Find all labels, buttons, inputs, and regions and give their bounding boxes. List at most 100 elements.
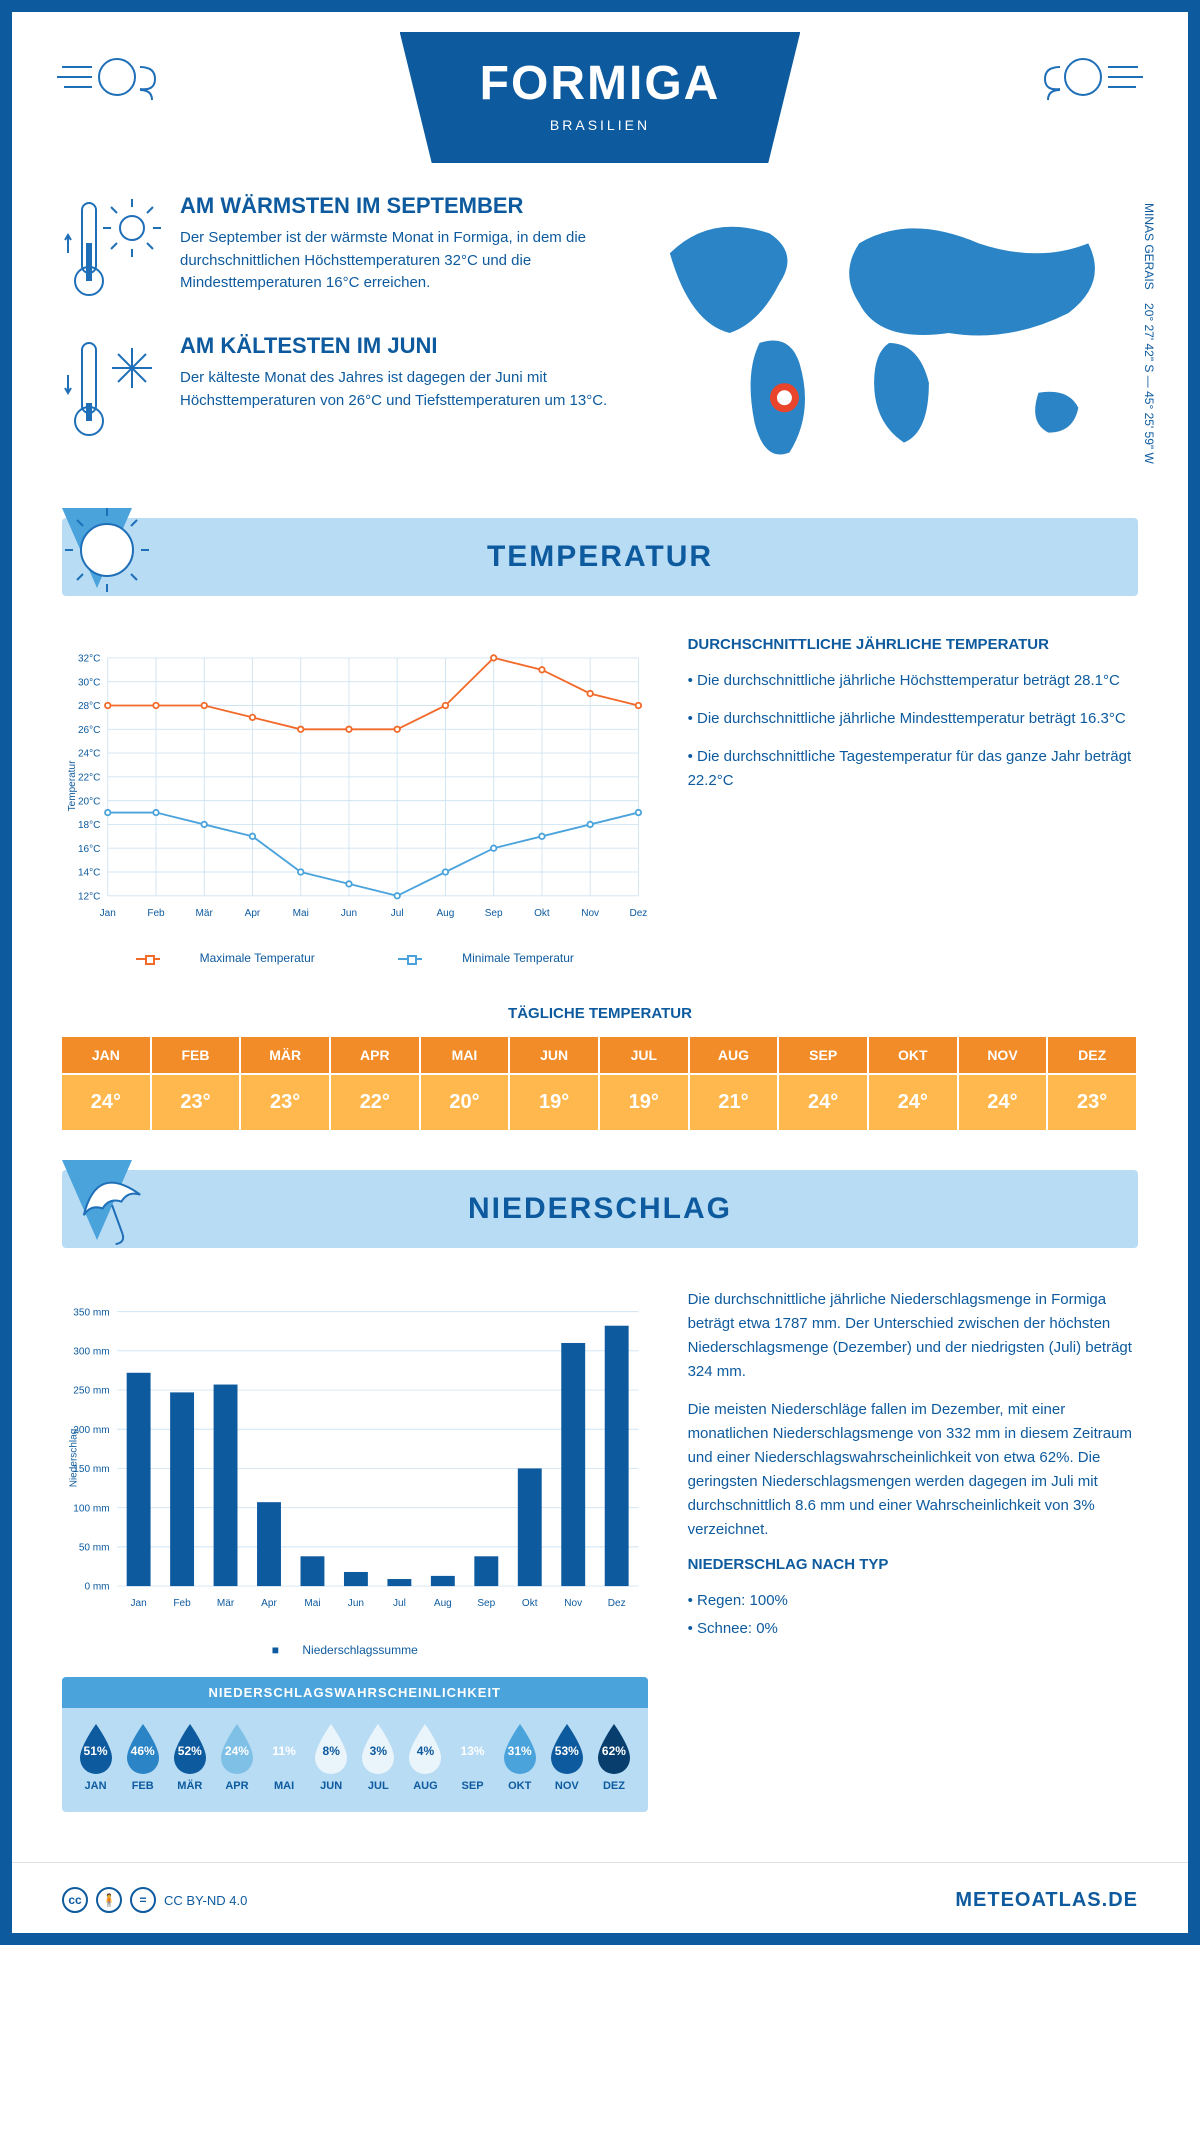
coldest-fact: AM KÄLTESTEN IM JUNI Der kälteste Monat … — [62, 333, 610, 443]
temperature-info: DURCHSCHNITTLICHE JÄHRLICHE TEMPERATUR •… — [688, 636, 1138, 965]
temp-table-cell: 22° — [331, 1073, 421, 1130]
precip-type-title: NIEDERSCHLAG NACH TYP — [688, 1556, 1138, 1573]
precipitation-chart-row: 0 mm50 mm100 mm150 mm200 mm250 mm300 mm3… — [12, 1248, 1188, 1832]
temp-table-cell: 24° — [62, 1073, 152, 1130]
svg-text:14°C: 14°C — [78, 868, 100, 879]
svg-text:30°C: 30°C — [78, 677, 100, 688]
probability-drop: 24%APR — [213, 1722, 260, 1792]
temp-table-header: DEZ — [1048, 1037, 1138, 1073]
header: FORMIGA BRASILIEN — [12, 12, 1188, 163]
temp-table-cell: 24° — [869, 1073, 959, 1130]
temp-table-header: SEP — [779, 1037, 869, 1073]
svg-text:Mär: Mär — [217, 1598, 235, 1609]
nd-icon: = — [130, 1887, 156, 1913]
svg-text:300 mm: 300 mm — [73, 1346, 109, 1357]
svg-text:Jul: Jul — [393, 1598, 406, 1609]
temp-table-header: MAI — [421, 1037, 511, 1073]
svg-text:Temperatur: Temperatur — [67, 760, 78, 811]
svg-text:100 mm: 100 mm — [73, 1503, 109, 1514]
probability-drop: 52%MÄR — [166, 1722, 213, 1792]
temp-bullet-1: • Die durchschnittliche jährliche Höchst… — [688, 669, 1138, 693]
temp-table-header: MÄR — [241, 1037, 331, 1073]
svg-text:Okt: Okt — [522, 1598, 538, 1609]
license-text: CC BY-ND 4.0 — [164, 1893, 247, 1908]
svg-text:Niederschlag: Niederschlag — [69, 1429, 80, 1488]
temperature-legend: Maximale Temperatur Minimale Temperatur — [62, 951, 648, 965]
precip-para-1: Die durchschnittliche jährliche Niedersc… — [688, 1288, 1138, 1384]
svg-text:Dez: Dez — [629, 908, 647, 919]
svg-text:16°C: 16°C — [78, 844, 100, 855]
probability-drop: 62%DEZ — [590, 1722, 637, 1792]
temp-bullet-2: • Die durchschnittliche jährliche Mindes… — [688, 707, 1138, 731]
svg-text:Jun: Jun — [341, 908, 357, 919]
probability-drops: 51%JAN46%FEB52%MÄR24%APR11%MAI8%JUN3%JUL… — [62, 1708, 648, 1798]
temp-table-cell: 23° — [1048, 1073, 1138, 1130]
probability-drop: 8%JUN — [308, 1722, 355, 1792]
svg-text:Aug: Aug — [436, 908, 454, 919]
svg-text:18°C: 18°C — [78, 820, 100, 831]
svg-text:Mär: Mär — [196, 908, 214, 919]
temp-table-cell: 24° — [959, 1073, 1049, 1130]
precip-para-2: Die meisten Niederschläge fallen im Deze… — [688, 1398, 1138, 1542]
temp-table-cell: 23° — [241, 1073, 331, 1130]
license: cc 🧍 = CC BY-ND 4.0 — [62, 1887, 247, 1913]
precipitation-legend: ■ Niederschlagssumme — [62, 1643, 648, 1657]
svg-text:Sep: Sep — [477, 1598, 495, 1609]
daily-temp-table: JANFEBMÄRAPRMAIJUNJULAUGSEPOKTNOVDEZ24°2… — [62, 1036, 1138, 1130]
probability-drop: 46%FEB — [119, 1722, 166, 1792]
page-title: FORMIGA — [480, 56, 721, 111]
precip-type-snow: • Schnee: 0% — [688, 1617, 1138, 1641]
svg-text:20°C: 20°C — [78, 796, 100, 807]
svg-text:Jun: Jun — [348, 1598, 364, 1609]
coldest-title: AM KÄLTESTEN IM JUNI — [180, 333, 610, 359]
svg-text:Dez: Dez — [608, 1598, 626, 1609]
svg-text:Aug: Aug — [434, 1598, 452, 1609]
svg-text:250 mm: 250 mm — [73, 1386, 109, 1397]
precipitation-bar-chart: 0 mm50 mm100 mm150 mm200 mm250 mm300 mm3… — [62, 1288, 648, 1628]
svg-text:32°C: 32°C — [78, 654, 100, 665]
probability-drop: 4%AUG — [402, 1722, 449, 1792]
daily-temp-title: TÄGLICHE TEMPERATUR — [12, 1005, 1188, 1022]
temp-table-header: APR — [331, 1037, 421, 1073]
svg-text:Jul: Jul — [391, 908, 404, 919]
temp-table-header: NOV — [959, 1037, 1049, 1073]
page: FORMIGA BRASILIEN AM WÄRMSTEN IM SEPTEMB… — [0, 0, 1200, 1945]
svg-text:28°C: 28°C — [78, 701, 100, 712]
warmest-fact: AM WÄRMSTEN IM SEPTEMBER Der September i… — [62, 193, 610, 303]
probability-drop: 31%OKT — [496, 1722, 543, 1792]
world-map — [640, 193, 1138, 473]
svg-text:Nov: Nov — [564, 1598, 582, 1609]
svg-text:Feb: Feb — [173, 1598, 191, 1609]
svg-text:26°C: 26°C — [78, 725, 100, 736]
temp-table-cell: 20° — [421, 1073, 511, 1130]
temperature-heading: TEMPERATUR — [62, 540, 1138, 574]
footer: cc 🧍 = CC BY-ND 4.0 METEOATLAS.DE — [12, 1862, 1188, 1933]
svg-text:Sep: Sep — [485, 908, 503, 919]
svg-text:0 mm: 0 mm — [84, 1582, 109, 1593]
thermometer-cold-icon — [62, 333, 162, 443]
temp-table-header: JUN — [510, 1037, 600, 1073]
intro-section: AM WÄRMSTEN IM SEPTEMBER Der September i… — [12, 163, 1188, 518]
page-subtitle: BRASILIEN — [480, 117, 721, 133]
temp-table-header: AUG — [690, 1037, 780, 1073]
svg-text:Mai: Mai — [293, 908, 309, 919]
temp-bullet-3: • Die durchschnittliche Tagestemperatur … — [688, 745, 1138, 793]
temp-table-cell: 19° — [600, 1073, 690, 1130]
umbrella-icon — [62, 1160, 182, 1260]
probability-title: NIEDERSCHLAGSWAHRSCHEINLICHKEIT — [62, 1677, 648, 1708]
temp-table-cell: 23° — [152, 1073, 242, 1130]
warmest-text: Der September ist der wärmste Monat in F… — [180, 227, 610, 295]
title-banner: FORMIGA BRASILIEN — [400, 32, 801, 163]
temperature-banner: TEMPERATUR — [62, 518, 1138, 596]
precipitation-banner: NIEDERSCHLAG — [62, 1170, 1138, 1248]
location-marker — [773, 387, 795, 409]
temp-table-header: FEB — [152, 1037, 242, 1073]
svg-text:Mai: Mai — [304, 1598, 320, 1609]
warmest-title: AM WÄRMSTEN IM SEPTEMBER — [180, 193, 610, 219]
intro-facts: AM WÄRMSTEN IM SEPTEMBER Der September i… — [62, 193, 610, 478]
site-name: METEOATLAS.DE — [955, 1889, 1138, 1912]
temperature-line-chart: 12°C14°C16°C18°C20°C22°C24°C26°C28°C30°C… — [62, 636, 648, 936]
probability-drop: 51%JAN — [72, 1722, 119, 1792]
probability-drop: 11%MAI — [261, 1722, 308, 1792]
probability-drop: 53%NOV — [543, 1722, 590, 1792]
